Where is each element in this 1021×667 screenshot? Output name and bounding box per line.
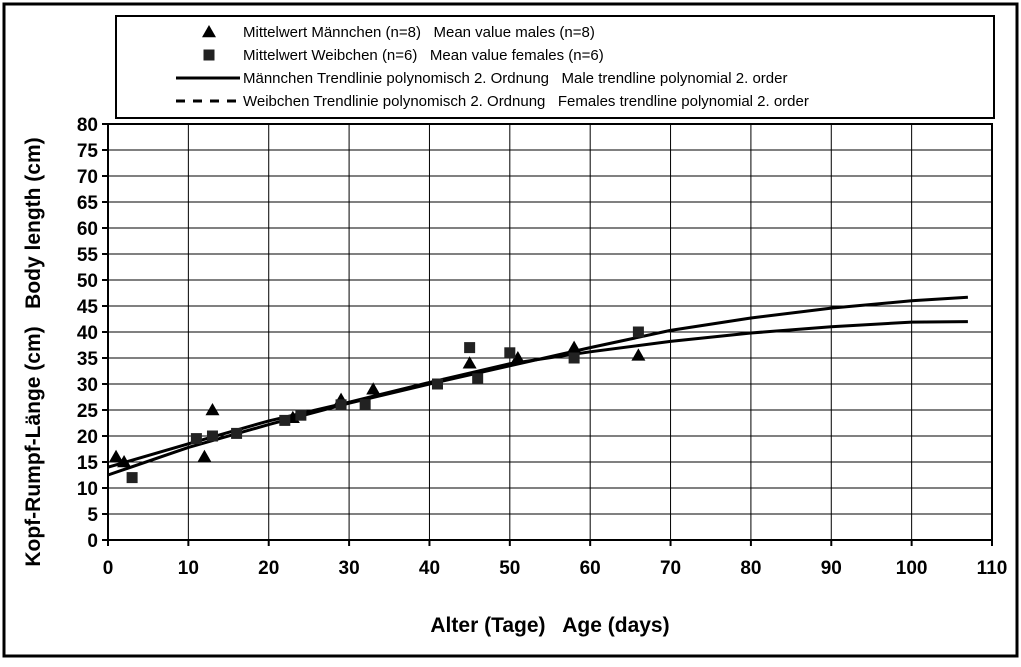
female-data-point — [431, 378, 443, 390]
x-tick-label: 10 — [178, 558, 199, 579]
y-tick-label: 20 — [77, 427, 98, 448]
y-tick-label: 35 — [77, 349, 99, 370]
x-tick-label: 30 — [339, 558, 360, 579]
y-tick-label: 80 — [77, 115, 98, 136]
x-tick-label: 0 — [103, 558, 114, 579]
y-tick-label: 40 — [77, 323, 98, 344]
trendlines — [107, 295, 968, 477]
data-points — [109, 326, 646, 484]
y-tick-label: 25 — [77, 401, 99, 422]
x-tick-label: 20 — [258, 558, 279, 579]
y-tick-label: 15 — [77, 453, 99, 474]
y-tick-label: 50 — [77, 271, 98, 292]
male-data-point — [510, 351, 525, 364]
legend-box — [115, 15, 995, 119]
male-data-point — [117, 455, 132, 468]
female-data-point — [632, 326, 644, 338]
male-data-point — [109, 449, 124, 463]
y-tick-label: 60 — [77, 219, 98, 240]
trendline-3 — [107, 295, 968, 477]
y-tick-label: 45 — [77, 297, 99, 318]
y-tick-label: 70 — [77, 167, 98, 188]
y-tick-label: 55 — [77, 245, 99, 266]
female-data-point — [504, 347, 516, 359]
male-data-point — [205, 403, 220, 416]
legend-entry-label: Männchen Trendlinie polynomisch 2. Ordnu… — [243, 70, 787, 87]
x-tick-label: 110 — [977, 558, 1008, 579]
x-axis-title: Alter (Tage) Age (days) — [430, 614, 669, 637]
x-tick-label: 50 — [499, 558, 520, 579]
female-data-point — [231, 427, 243, 439]
x-tick-label: 80 — [740, 558, 761, 579]
female-data-point — [190, 433, 202, 445]
legend-square-marker — [203, 49, 215, 61]
y-tick-label: 75 — [77, 141, 99, 162]
x-tick-label: 40 — [419, 558, 440, 579]
y-tick-label: 0 — [87, 531, 98, 552]
x-tick-label: 70 — [660, 558, 681, 579]
female-data-point — [568, 352, 580, 364]
grid — [107, 123, 993, 541]
male-data-point — [366, 382, 381, 395]
female-data-point — [126, 472, 138, 484]
legend-entry-label: Weibchen Trendlinie polynomisch 2. Ordnu… — [243, 93, 809, 110]
female-data-point — [472, 373, 484, 385]
female-data-point — [464, 342, 476, 354]
female-data-point — [206, 430, 218, 442]
legend-triangle-marker — [202, 25, 216, 38]
legend-entry-label: Mittelwert Weibchen (n=6) Mean value fem… — [243, 47, 604, 64]
x-tick-label: 90 — [821, 558, 842, 579]
y-tick-label: 5 — [87, 505, 98, 526]
male-data-point — [631, 348, 646, 361]
female-data-point — [279, 414, 291, 426]
axes — [102, 123, 993, 546]
male-data-point — [567, 340, 582, 353]
male-data-point — [197, 449, 212, 463]
female-data-point — [335, 399, 347, 411]
y-tick-label: 10 — [77, 479, 98, 500]
x-tick-label: 100 — [896, 558, 928, 579]
y-axis-title: Kopf-Rumpf-Länge (cm) Body length (cm) — [22, 137, 45, 566]
legend: Mittelwert Männchen (n=8) Mean value mal… — [115, 15, 995, 119]
y-tick-label: 65 — [77, 193, 99, 214]
x-tick-label: 60 — [580, 558, 601, 579]
male-data-point — [462, 356, 477, 369]
tick-labels: 0 10 20 30 40 50 60 70 80 90 100 110 0 5 10 15 20 25 30 35 4… — [77, 115, 1007, 579]
female-data-point — [359, 399, 371, 411]
legend-entry-label: Mittelwert Männchen (n=8) Mean value mal… — [243, 24, 595, 41]
female-data-point — [295, 409, 307, 421]
y-tick-label: 30 — [77, 375, 98, 396]
